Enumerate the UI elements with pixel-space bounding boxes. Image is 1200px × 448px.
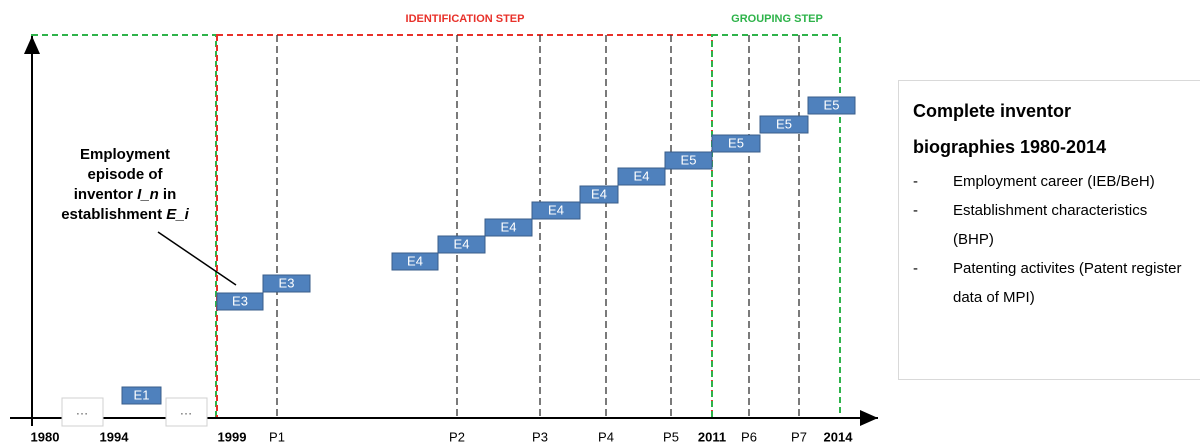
episode-box (579, 185, 619, 204)
annotation-part: Employment (80, 146, 170, 163)
episode-label: E4 (454, 236, 470, 251)
info-item: - Employment career (IEB/BeH) (913, 167, 1186, 196)
annotation-part: inventor (74, 186, 137, 203)
episode-box (262, 274, 311, 293)
info-marker: - (913, 260, 918, 277)
info-title: Complete inventor biographies 1980-2014 (913, 101, 1107, 157)
episode-label: E4 (407, 253, 423, 268)
phase-label: GROUPING STEP (731, 13, 823, 25)
axis-label: P7 (791, 429, 807, 444)
episode-box (531, 201, 581, 220)
episode-box (711, 134, 761, 153)
phase-label: IDENTIFICATION STEP (406, 13, 525, 25)
axis-label: P3 (532, 429, 548, 444)
episode-label: E4 (591, 186, 607, 201)
info-text: Employment career (IEB/BeH) (953, 173, 1155, 190)
annotation-part: E_i (166, 206, 189, 223)
annotation-line: episode of (87, 166, 163, 183)
episode-label: E5 (681, 152, 697, 167)
episode-label: E4 (634, 168, 650, 183)
episode-label: E3 (279, 275, 295, 290)
axis-label: 1999 (218, 429, 247, 444)
annotation-line: Employment (80, 146, 170, 163)
episode-label: E3 (232, 293, 248, 308)
episode-box (759, 115, 809, 134)
axis-label: P1 (269, 429, 285, 444)
phase-frame (711, 34, 841, 419)
annotation-line: inventor I_n in (74, 186, 177, 203)
episode-box (216, 292, 264, 311)
episode-box (484, 218, 533, 237)
info-text: Patenting activites (Patent register dat… (953, 260, 1182, 306)
info-marker: - (913, 173, 918, 190)
axis-label: P5 (663, 429, 679, 444)
episode-label: E1 (134, 387, 150, 402)
episode-box (807, 96, 856, 115)
axis-label: 1980 (31, 429, 60, 444)
episode-label: E4 (501, 219, 517, 234)
gap-box (61, 397, 104, 427)
episode-box (391, 252, 439, 271)
episode-box (617, 167, 666, 186)
gap-label: … (180, 402, 193, 417)
info-box: Complete inventor biographies 1980-2014 … (898, 80, 1200, 380)
pointer-line (157, 231, 237, 286)
gap-label: … (76, 402, 89, 417)
info-item: - Establishment characteristics (BHP) (913, 196, 1186, 254)
episode-label: E5 (728, 135, 744, 150)
axis-label: P4 (598, 429, 614, 444)
annotation-line: establishment E_i (61, 206, 189, 223)
annotation-part: in (159, 186, 177, 203)
info-marker: - (913, 202, 918, 219)
annotation-part: I_n (137, 186, 159, 203)
annotation-part: establishment (61, 206, 166, 223)
info-text: Establishment characteristics (BHP) (953, 202, 1148, 248)
axis-label: P6 (741, 429, 757, 444)
axis-label: 2011 (698, 429, 726, 444)
timeline-diagram: IDENTIFICATION STEP GROUPING STEP Employ… (10, 13, 878, 444)
annotation-part: episode of (87, 166, 163, 183)
info-list: - Employment career (IEB/BeH) - Establishme… (913, 167, 1186, 312)
phase-frame (31, 34, 217, 419)
episode-box (121, 386, 162, 405)
axis-label: 1994 (100, 429, 130, 444)
phase-frame (216, 34, 713, 419)
episode-label: E5 (824, 97, 840, 112)
episode-box (664, 151, 713, 170)
axis-label: 2014 (824, 429, 854, 444)
gap-box (165, 397, 208, 427)
episode-label: E5 (776, 116, 792, 131)
episode-box (437, 235, 486, 254)
annotation: Employment episode of inventor I_n in estab… (61, 146, 189, 223)
episode-label: E4 (548, 202, 564, 217)
axis-label: P2 (449, 429, 465, 444)
info-item: - Patenting activites (Patent register da… (913, 254, 1186, 312)
